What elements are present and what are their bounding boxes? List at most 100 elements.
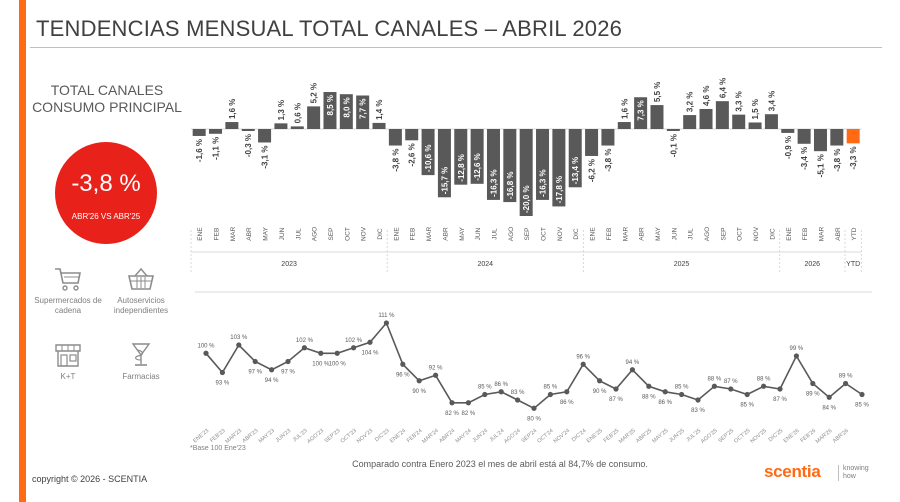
bar (601, 129, 615, 146)
line-data-label: 85 % (544, 385, 558, 391)
line-data-label: 86 % (658, 400, 672, 406)
line-x-tick-label: MAR'23 (224, 428, 243, 445)
bar (519, 129, 533, 216)
channel-label: Farmacias (122, 372, 160, 381)
base-footnote: *Base 100 Ene'23 (190, 445, 246, 452)
line-data-label: 90 % (412, 389, 426, 395)
line-point (810, 380, 816, 387)
bar-category-label: ENE (786, 227, 793, 241)
bar-data-label: -13,4 % (571, 157, 580, 185)
logo-tagline: knowing how (838, 465, 878, 481)
channel-kt[interactable]: K+T (23, 342, 113, 382)
bar-data-label: 3,2 % (686, 92, 695, 112)
index-series-line (205, 321, 863, 410)
line-x-tick-label: SEP'24 (520, 428, 538, 444)
bar-category-label: ENE (197, 227, 204, 241)
line-data-label: 99 % (790, 346, 804, 352)
bar-category-label: AGO (704, 227, 711, 241)
line-data-label: 92 % (429, 365, 443, 371)
bar-category-label: DIC (377, 228, 384, 240)
shopping-cart-icon (55, 268, 81, 291)
line-data-label: 87 % (773, 397, 787, 403)
bar (585, 129, 599, 156)
line-x-tick-label: JUN'23 (275, 428, 293, 444)
bar-data-label: -2,6 % (408, 143, 417, 166)
bar (634, 97, 648, 129)
line-point (777, 386, 783, 392)
line-point (646, 383, 652, 389)
bar-category-label: YTD (851, 227, 858, 240)
bar (356, 95, 370, 129)
logo-word: scentia (764, 462, 821, 481)
bar-data-label: -3,8 % (604, 149, 613, 172)
bar-category-label: FEB (606, 228, 613, 241)
line-x-tick-label: MAR'25 (618, 428, 637, 445)
bar (699, 108, 713, 129)
line-point (433, 372, 439, 378)
bar-data-label: -3,3 % (849, 146, 858, 169)
line-point (383, 320, 389, 326)
bar-data-label: 1,5 % (751, 99, 760, 119)
line-point (219, 369, 225, 376)
line-data-label: 88 % (642, 394, 656, 400)
bar-data-label: 1,6 % (228, 99, 237, 119)
line-data-label: 93 % (216, 381, 230, 387)
monthly-variation-bar-chart: -1,6 % ENE -1,1 % FEB 1,6 % MAR -0,3 % ABR -3,1 … (190, 78, 862, 272)
bar-data-label: -1,1 % (212, 137, 221, 160)
line-point (761, 383, 767, 389)
bar-category-label: JUN (671, 227, 678, 240)
bar-data-label: 8,0 % (342, 97, 351, 117)
line-point (728, 386, 734, 392)
bar-category-label: MAY (655, 227, 662, 241)
bar (797, 129, 811, 144)
shopping-basket-icon (127, 267, 155, 290)
bar-category-label: FEB (802, 228, 809, 241)
channel-farmacias[interactable]: Farmacias (96, 342, 186, 382)
line-point (826, 394, 832, 400)
bar-category-label: MAR (230, 226, 237, 241)
line-x-tick-label: FEB'24 (406, 428, 424, 444)
bar-data-label: -12,6 % (473, 153, 482, 181)
bar (830, 129, 844, 146)
bar-data-label: 8,5 % (326, 95, 335, 115)
bar (617, 122, 631, 129)
line-data-label: 87 % (609, 397, 623, 403)
line-data-label: 94 % (626, 360, 640, 366)
bar (503, 129, 517, 203)
line-data-label: 94 % (265, 378, 279, 384)
bar-category-label: MAR (622, 226, 629, 241)
bar (650, 105, 664, 129)
line-x-tick-label: ABR'26 (832, 428, 850, 444)
bar-data-label: 0,6 % (293, 103, 302, 123)
bar-category-label: AGO (508, 227, 515, 241)
channel-autoservicios[interactable]: Autoservicios independientes (96, 266, 186, 316)
bar-data-label: 3,3 % (735, 91, 744, 111)
group-label: YTD (846, 261, 860, 268)
kpi-label: ABR'26 VS ABR'25 (71, 212, 141, 221)
bar-category-label: MAR (818, 226, 825, 241)
bar (781, 129, 795, 133)
line-point (498, 389, 504, 395)
line-data-label: 104 % (361, 350, 379, 356)
bar-data-label: 7,7 % (359, 99, 368, 119)
bar-category-label: FEB (214, 228, 221, 241)
line-point (531, 405, 537, 411)
line-data-label: 86 % (560, 400, 574, 406)
copyright: copyright © 2026 - SCENTIA (32, 474, 148, 484)
line-data-label: 100 % (329, 361, 347, 367)
line-x-tick-label: DIC'23 (374, 428, 391, 443)
bar-category-label: JUL (491, 228, 498, 240)
line-point (843, 380, 849, 387)
channel-supermercados[interactable]: Supermercados de cadena (23, 266, 113, 316)
bar (339, 94, 353, 129)
bar-data-label: -15,7 % (440, 167, 449, 195)
consumption-index-line-chart: 100 %93 %103 %97 %94 %97 %102 %100 % 100 … (192, 291, 872, 445)
bar-data-label: -16,8 % (506, 172, 515, 200)
line-point (203, 350, 209, 356)
line-point (515, 397, 521, 403)
bar-category-label: AGO (312, 227, 319, 241)
bar-category-label: MAR (426, 226, 433, 241)
line-point (859, 391, 865, 398)
line-point (269, 367, 275, 373)
bar-data-label: -16,3 % (489, 169, 498, 197)
